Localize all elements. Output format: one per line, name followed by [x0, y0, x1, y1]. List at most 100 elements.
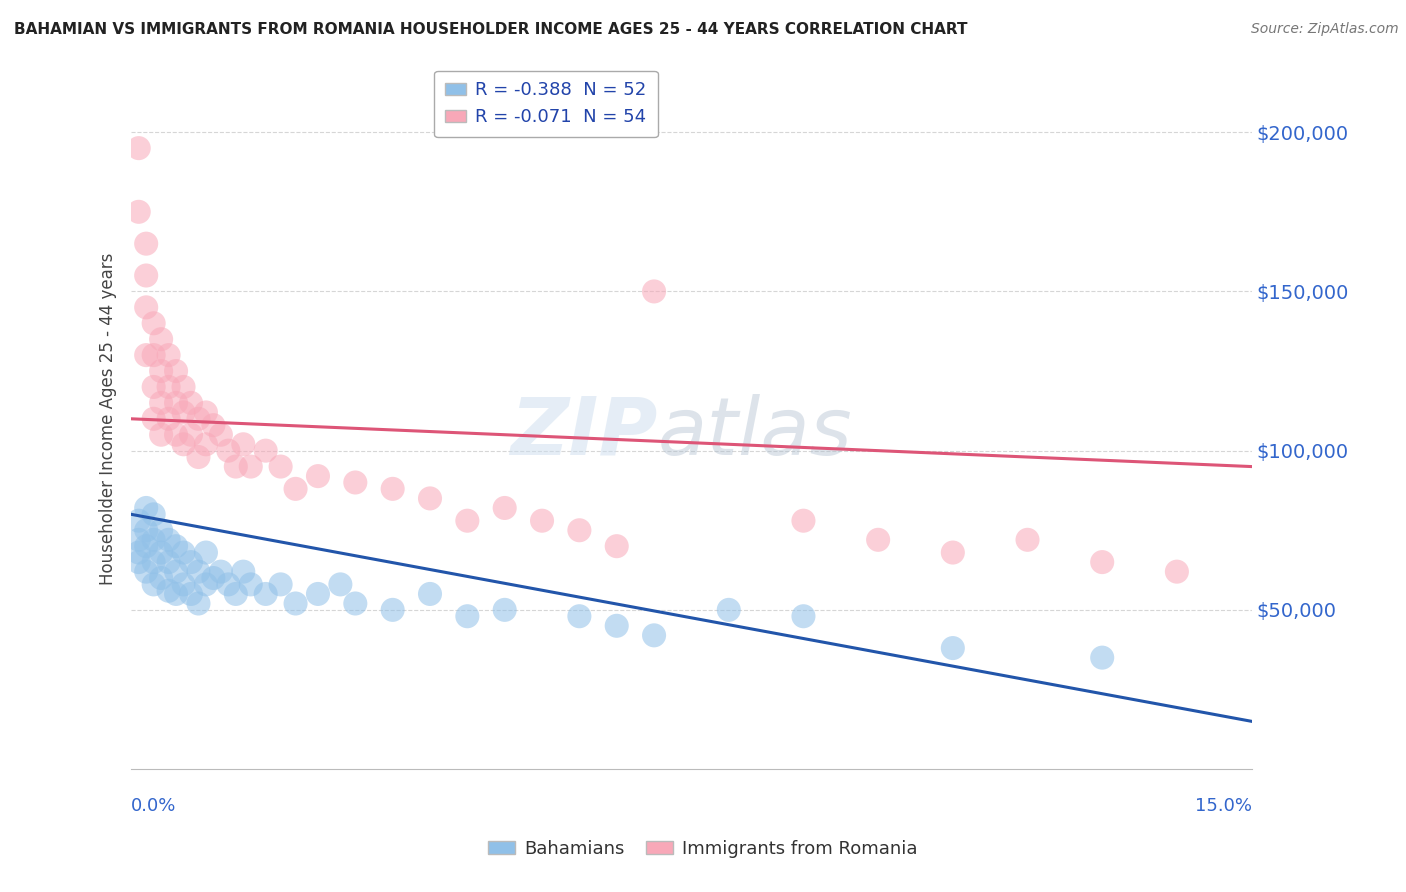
Point — [792, 514, 814, 528]
Text: ZIP: ZIP — [510, 393, 658, 472]
Point — [344, 475, 367, 490]
Point — [606, 619, 628, 633]
Point — [150, 364, 173, 378]
Text: 15.0%: 15.0% — [1195, 797, 1251, 815]
Point — [128, 514, 150, 528]
Point — [157, 583, 180, 598]
Point — [128, 533, 150, 547]
Point — [942, 641, 965, 656]
Point — [194, 577, 217, 591]
Point — [142, 555, 165, 569]
Point — [187, 565, 209, 579]
Point — [194, 545, 217, 559]
Point — [180, 427, 202, 442]
Point — [142, 508, 165, 522]
Point — [128, 204, 150, 219]
Point — [381, 482, 404, 496]
Point — [494, 603, 516, 617]
Point — [150, 332, 173, 346]
Text: Source: ZipAtlas.com: Source: ZipAtlas.com — [1251, 22, 1399, 37]
Text: atlas: atlas — [658, 393, 852, 472]
Point — [142, 533, 165, 547]
Y-axis label: Householder Income Ages 25 - 44 years: Householder Income Ages 25 - 44 years — [100, 252, 117, 585]
Point — [142, 380, 165, 394]
Point — [1091, 555, 1114, 569]
Point — [232, 437, 254, 451]
Point — [307, 469, 329, 483]
Point — [165, 539, 187, 553]
Point — [187, 412, 209, 426]
Point — [232, 565, 254, 579]
Point — [157, 555, 180, 569]
Point — [284, 482, 307, 496]
Point — [165, 427, 187, 442]
Point — [1091, 650, 1114, 665]
Point — [173, 577, 195, 591]
Point — [165, 565, 187, 579]
Point — [194, 405, 217, 419]
Point — [173, 380, 195, 394]
Point — [150, 523, 173, 537]
Point — [868, 533, 890, 547]
Point — [209, 565, 232, 579]
Point — [568, 609, 591, 624]
Point — [381, 603, 404, 617]
Point — [942, 545, 965, 559]
Point — [606, 539, 628, 553]
Point — [150, 545, 173, 559]
Point — [135, 236, 157, 251]
Point — [128, 545, 150, 559]
Point — [135, 348, 157, 362]
Point — [792, 609, 814, 624]
Point — [180, 587, 202, 601]
Legend: Bahamians, Immigrants from Romania: Bahamians, Immigrants from Romania — [481, 833, 925, 865]
Point — [225, 587, 247, 601]
Point — [239, 577, 262, 591]
Point — [239, 459, 262, 474]
Point — [217, 443, 239, 458]
Point — [1166, 565, 1188, 579]
Point — [165, 396, 187, 410]
Point — [329, 577, 352, 591]
Point — [128, 141, 150, 155]
Point — [128, 555, 150, 569]
Point — [254, 443, 277, 458]
Point — [142, 316, 165, 330]
Point — [165, 364, 187, 378]
Point — [643, 285, 665, 299]
Point — [568, 523, 591, 537]
Point — [284, 597, 307, 611]
Point — [135, 539, 157, 553]
Point — [173, 405, 195, 419]
Point — [217, 577, 239, 591]
Point — [135, 523, 157, 537]
Point — [150, 571, 173, 585]
Point — [717, 603, 740, 617]
Point — [194, 437, 217, 451]
Point — [307, 587, 329, 601]
Point — [142, 348, 165, 362]
Point — [456, 609, 478, 624]
Point — [135, 565, 157, 579]
Point — [157, 412, 180, 426]
Point — [165, 587, 187, 601]
Point — [157, 533, 180, 547]
Point — [225, 459, 247, 474]
Point — [135, 268, 157, 283]
Point — [187, 597, 209, 611]
Point — [180, 396, 202, 410]
Point — [142, 577, 165, 591]
Point — [456, 514, 478, 528]
Point — [494, 500, 516, 515]
Point — [419, 587, 441, 601]
Point — [643, 628, 665, 642]
Point — [157, 380, 180, 394]
Point — [270, 459, 292, 474]
Point — [531, 514, 554, 528]
Point — [419, 491, 441, 506]
Text: BAHAMIAN VS IMMIGRANTS FROM ROMANIA HOUSEHOLDER INCOME AGES 25 - 44 YEARS CORREL: BAHAMIAN VS IMMIGRANTS FROM ROMANIA HOUS… — [14, 22, 967, 37]
Point — [157, 348, 180, 362]
Point — [187, 450, 209, 464]
Point — [202, 571, 225, 585]
Point — [135, 301, 157, 315]
